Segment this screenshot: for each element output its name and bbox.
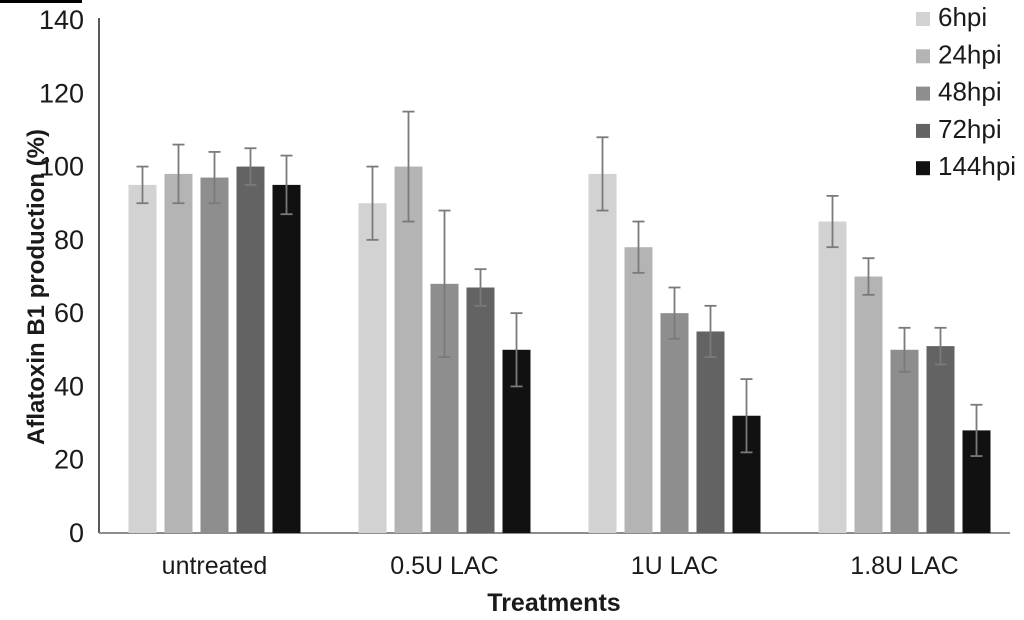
bar-1.8u-lac-24hpi <box>854 276 883 533</box>
x-category-label-0.5u-lac: 0.5U LAC <box>390 552 498 580</box>
legend-label-144hpi: 144hpi <box>938 151 1016 181</box>
bar-1u-lac-72hpi <box>696 331 725 533</box>
legend-label-6hpi: 6hpi <box>938 2 987 32</box>
bar-0.5u-lac-24hpi <box>394 166 423 534</box>
bar-untreated-72hpi <box>236 166 265 534</box>
y-tick-label-120: 120 <box>39 78 84 108</box>
legend-label-24hpi: 24hpi <box>938 39 1002 69</box>
y-tick-label-0: 0 <box>69 518 84 548</box>
legend-swatch-144hpi <box>916 161 930 176</box>
x-category-label-untreated: untreated <box>162 552 268 580</box>
x-category-label-1.8u-lac: 1.8U LAC <box>850 552 958 580</box>
bar-0.5u-lac-6hpi <box>358 203 387 533</box>
bar-1.8u-lac-6hpi <box>818 221 847 534</box>
bar-1u-lac-48hpi <box>660 313 689 533</box>
legend-swatch-72hpi <box>916 123 930 138</box>
y-tick-label-60: 60 <box>54 298 84 328</box>
y-tick-label-40: 40 <box>54 371 84 401</box>
legend-swatch-6hpi <box>916 12 930 26</box>
legend-label-72hpi: 72hpi <box>938 114 1002 144</box>
bar-untreated-48hpi <box>200 177 229 534</box>
y-tick-label-20: 20 <box>54 445 84 475</box>
bar-1u-lac-24hpi <box>624 247 653 533</box>
y-axis-title: Aflatoxin B1 production (%) <box>23 129 50 445</box>
x-axis-title: Treatments <box>487 589 620 617</box>
bar-1.8u-lac-72hpi <box>926 346 955 533</box>
y-tick-label-80: 80 <box>54 225 84 255</box>
y-tick-label-140: 140 <box>39 5 84 35</box>
legend-label-48hpi: 48hpi <box>938 77 1002 107</box>
bar-1.8u-lac-48hpi <box>890 349 919 533</box>
bar-1u-lac-6hpi <box>588 173 617 533</box>
y-tick-label-100: 100 <box>39 152 84 182</box>
bar-untreated-24hpi <box>164 173 193 533</box>
bar-untreated-6hpi <box>128 184 157 533</box>
legend-swatch-48hpi <box>916 86 930 101</box>
bar-untreated-144hpi <box>272 184 301 533</box>
figure-border-fragment <box>0 0 82 3</box>
bar-0.5u-lac-72hpi <box>466 287 495 533</box>
legend-swatch-24hpi <box>916 49 930 64</box>
x-category-label-1u-lac: 1U LAC <box>631 552 719 580</box>
